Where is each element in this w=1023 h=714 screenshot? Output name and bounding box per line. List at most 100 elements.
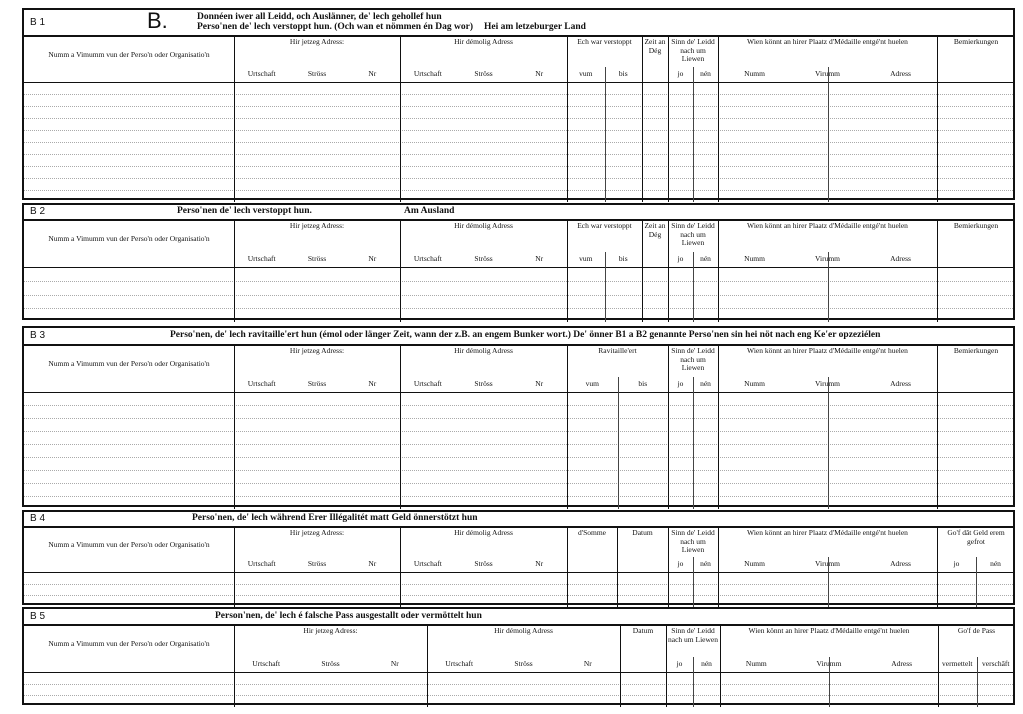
column-subheader: Nr bbox=[535, 254, 544, 263]
column-divider bbox=[567, 35, 568, 202]
column-subheader: Urtschaft bbox=[247, 379, 276, 388]
sub-column-divider bbox=[976, 657, 978, 707]
sub-column-divider bbox=[604, 67, 606, 202]
column-subheader: bis bbox=[618, 254, 628, 263]
column-subheader: jo bbox=[677, 254, 684, 263]
table-row-line bbox=[24, 294, 1013, 296]
column-subheader: Adress bbox=[891, 659, 913, 668]
section-b2: B 2 Perso'nen de' lech verstoppt hun. Am A… bbox=[22, 203, 1015, 322]
column-subheader: Nr bbox=[368, 559, 377, 568]
column-header-label: Hir jetzeg Adress: bbox=[289, 346, 345, 355]
table-row-line bbox=[24, 154, 1013, 155]
column-header-label: Wien könnt an hirer Plaatz d'Médaille en… bbox=[747, 221, 908, 230]
column-divider bbox=[617, 526, 618, 607]
column-header-label: Hir démolig Adress bbox=[454, 37, 513, 46]
column-divider bbox=[427, 624, 428, 707]
column-header-label: Hir jetzeg Adress: bbox=[303, 626, 358, 635]
column-subheader: nén bbox=[700, 254, 711, 263]
column-subheader: Adress bbox=[890, 254, 911, 263]
column-header-label: Sinn de' Leidd nach um Liewen bbox=[671, 528, 715, 554]
column-subheader: Urtschaft bbox=[252, 659, 281, 668]
column-header-label: Numm a Vimumm vun der Perso'n oder Organ… bbox=[48, 359, 210, 368]
column-header-label: Numm a Vimumm vun der Perso'n oder Organ… bbox=[48, 540, 210, 549]
column-subheader: Ströss bbox=[514, 659, 533, 668]
column-divider bbox=[718, 344, 719, 509]
column-subheader: Nr bbox=[368, 69, 377, 78]
section-title-line: Perso'nen de' lech verstoppt hun. bbox=[177, 206, 312, 216]
sub-column-divider bbox=[617, 377, 619, 509]
column-divider bbox=[642, 35, 643, 202]
column-subheader: Urtschaft bbox=[413, 379, 442, 388]
column-header-label: Numm a Vimumm vun der Perso'n oder Organ… bbox=[48, 49, 210, 59]
section-title-line: Perso'nen, de' lech ravitaille'ert hun (… bbox=[170, 330, 881, 340]
column-subheader: Ströss bbox=[474, 69, 493, 78]
column-divider bbox=[234, 35, 235, 202]
table-row-line bbox=[24, 695, 1013, 697]
column-subheader: Ströss bbox=[474, 559, 493, 568]
section-header: B 1 B. Donnéen iwer all Leidd, och Auslänn… bbox=[24, 10, 1013, 37]
column-header-label: Datum bbox=[632, 528, 653, 537]
table-row-line bbox=[24, 178, 1013, 179]
column-header-label: Sinn de' Leidd nach um Liewen bbox=[671, 37, 715, 63]
column-subheader: Ströss bbox=[474, 254, 493, 263]
column-header bbox=[24, 35, 1013, 83]
table-row-line bbox=[24, 470, 1013, 471]
column-divider bbox=[938, 624, 939, 707]
column-header-label: Ech war verstoppt bbox=[577, 221, 632, 230]
column-subheader: Urtschaft bbox=[413, 69, 442, 78]
column-subheader: Urtschaft bbox=[247, 254, 276, 263]
column-subheader: Urtschaft bbox=[413, 254, 442, 263]
column-divider bbox=[937, 35, 938, 202]
column-divider bbox=[720, 624, 721, 707]
column-subheader: nén bbox=[700, 559, 711, 568]
column-subheader: Urtschaft bbox=[247, 559, 276, 568]
sub-column-divider bbox=[827, 557, 829, 607]
section-label: B 1 bbox=[30, 16, 46, 28]
column-header-label: Numm a Vimumm vun der Perso'n oder Organ… bbox=[48, 234, 210, 243]
column-subheader: Virumm bbox=[816, 659, 842, 668]
column-header-label: Wien könnt an hirer Plaatz d'Médaille en… bbox=[748, 626, 910, 635]
column-header-label: Bemierkungen bbox=[953, 37, 999, 46]
column-subheader: Urtschaft bbox=[413, 559, 442, 568]
column-divider bbox=[234, 344, 235, 509]
column-subheader: jo bbox=[676, 659, 683, 668]
table-row-line bbox=[24, 431, 1013, 432]
table-row-line bbox=[24, 94, 1013, 95]
section-header: B 3 Perso'nen, de' lech ravitaille'ert hu… bbox=[24, 328, 1013, 346]
section-title-line: Donnéen iwer all Leidd, och Auslänner, d… bbox=[197, 12, 442, 22]
column-header-label: Bemierkungen bbox=[953, 346, 999, 355]
column-header-label: Hir démolig Adress bbox=[454, 221, 513, 230]
table-row-line bbox=[24, 118, 1013, 119]
table-row-line bbox=[24, 130, 1013, 131]
column-subheader: nén bbox=[990, 559, 1001, 568]
column-subheader: bis bbox=[618, 69, 628, 78]
column-subheader: Ströss bbox=[307, 69, 327, 78]
section-title-line: Perso'nen de' lech verstoppt hun. (Och w… bbox=[197, 22, 474, 32]
sub-column-divider bbox=[827, 67, 829, 202]
column-header bbox=[24, 624, 1013, 673]
column-subheader: Adress bbox=[890, 559, 911, 568]
column-header-label: Zeit an Dég bbox=[644, 221, 666, 239]
sub-column-divider bbox=[829, 657, 830, 707]
sub-column-divider bbox=[827, 252, 829, 322]
column-divider bbox=[937, 526, 938, 607]
table-row-line bbox=[24, 418, 1013, 419]
column-header-label: Hir jetzeg Adress: bbox=[289, 221, 345, 230]
column-subheader: vermettelt bbox=[942, 659, 973, 668]
sub-column-divider bbox=[693, 252, 694, 322]
column-subheader: Ströss bbox=[307, 254, 327, 263]
column-header bbox=[24, 526, 1013, 573]
column-divider bbox=[668, 344, 669, 509]
column-subheader: verschâft bbox=[982, 659, 1010, 668]
section-header: B 4 Perso'nen, de' lech während Erer Illé… bbox=[24, 512, 1013, 528]
column-subheader: nén bbox=[700, 379, 711, 388]
sub-column-divider bbox=[604, 252, 606, 322]
column-subheader: Ströss bbox=[321, 659, 340, 668]
column-header-label: Sinn de' Leidd nach um Liewen bbox=[671, 221, 715, 247]
column-subheader: Ströss bbox=[307, 559, 327, 568]
column-subheader: Numm bbox=[744, 559, 765, 568]
table-row-line bbox=[24, 457, 1013, 458]
column-divider bbox=[567, 344, 568, 509]
section-title-right: Am Ausland bbox=[404, 206, 455, 216]
column-header-label: Hir jetzeg Adress: bbox=[289, 37, 345, 46]
